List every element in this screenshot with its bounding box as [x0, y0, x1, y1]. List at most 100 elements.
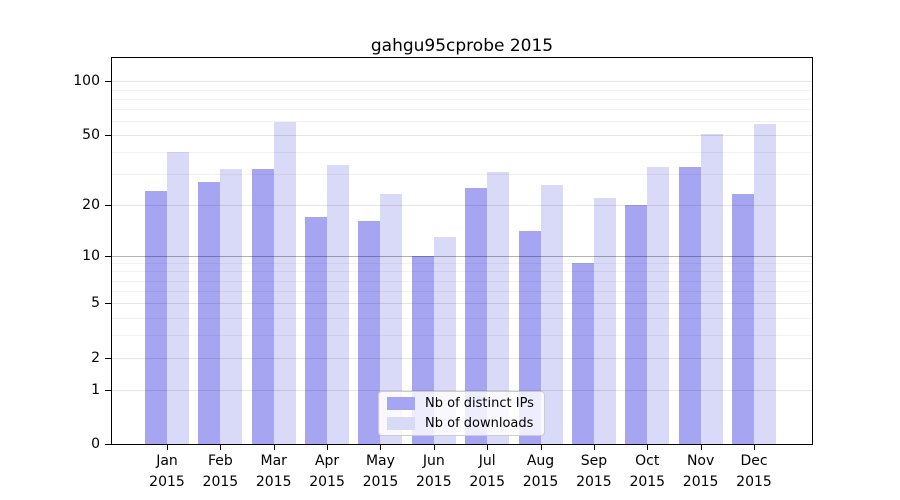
- y-tick: [105, 357, 111, 359]
- y-tick-label: 0: [91, 436, 100, 452]
- gridline-major: [112, 81, 812, 83]
- bar-downloads: [647, 166, 670, 444]
- x-tick-month: May: [365, 453, 395, 469]
- bar-downloads: [327, 164, 350, 444]
- gridline-major: [112, 255, 812, 257]
- y-tick: [105, 135, 111, 137]
- x-tick-month: Mar: [260, 453, 287, 469]
- x-tick-year: 2015: [576, 474, 612, 490]
- bar-downloads: [273, 122, 296, 444]
- x-tick: [167, 445, 168, 450]
- x-tick-label: Dec 2015: [726, 451, 782, 493]
- gridline-minor: [112, 263, 812, 265]
- bar-distinct-ips: [465, 188, 488, 444]
- legend-label-downloads: Nb of downloads: [425, 415, 534, 431]
- legend-label-distinct-ips: Nb of distinct IPs: [425, 396, 534, 412]
- bar-distinct-ips: [678, 166, 701, 444]
- x-tick-year: 2015: [629, 474, 666, 490]
- gridline-minor: [112, 280, 812, 282]
- bar-downloads: [700, 133, 723, 444]
- x-tick-month: Apr: [314, 453, 340, 469]
- x-tick-year: 2015: [415, 474, 452, 490]
- bar-distinct-ips: [571, 263, 594, 444]
- legend: Nb of distinct IPs Nb of downloads: [378, 391, 545, 436]
- gridline-major: [112, 389, 812, 391]
- x-tick-label: Jan 2015: [139, 451, 195, 493]
- legend-entry-distinct-ips: Nb of distinct IPs: [387, 394, 536, 414]
- x-tick-year: 2015: [522, 474, 559, 490]
- x-tick: [593, 445, 595, 450]
- bar-distinct-ips: [732, 194, 754, 444]
- x-tick-label: Sep 2015: [566, 451, 622, 493]
- legend-entry-downloads: Nb of downloads: [387, 414, 536, 434]
- gridline-minor: [112, 335, 812, 337]
- y-tick: [105, 81, 111, 83]
- x-tick-year: 2015: [202, 474, 239, 490]
- x-tick-label: Oct 2015: [619, 451, 675, 493]
- bar-downloads: [380, 194, 403, 444]
- bar-downloads: [220, 169, 243, 444]
- y-tick-label: 2: [91, 349, 100, 366]
- x-tick-year: 2015: [469, 474, 505, 490]
- gridline-major: [112, 135, 812, 137]
- x-tick-month: Sep: [580, 453, 608, 469]
- plot-area: [111, 57, 813, 445]
- y-tick-label: 100: [73, 73, 100, 90]
- gridline-minor: [112, 98, 812, 100]
- gridline-minor: [112, 317, 812, 319]
- bar-distinct-ips: [145, 191, 167, 444]
- x-tick: [433, 445, 435, 450]
- bar-downloads: [754, 123, 776, 444]
- x-tick-month: Feb: [207, 453, 233, 469]
- y-tick-label: 10: [82, 247, 100, 264]
- x-tick: [220, 445, 222, 450]
- gridline-minor: [112, 271, 812, 273]
- x-tick-label: Aug 2015: [513, 451, 569, 493]
- bar-downloads: [540, 185, 563, 444]
- x-tick: [487, 445, 489, 450]
- x-tick-year: 2015: [309, 474, 345, 490]
- y-tick-label: 20: [82, 196, 100, 213]
- y-tick: [105, 303, 111, 305]
- x-tick-year: 2015: [362, 474, 399, 490]
- x-tick: [327, 445, 329, 450]
- y-tick-label: 1: [91, 381, 100, 398]
- x-tick-year: 2015: [255, 474, 292, 490]
- legend-swatch-downloads: [387, 416, 415, 430]
- x-tick-month: Jul: [478, 453, 496, 469]
- gridline-minor: [112, 291, 812, 293]
- x-tick-label: May 2015: [352, 451, 408, 493]
- x-tick: [754, 445, 755, 450]
- bar-distinct-ips: [358, 221, 381, 444]
- x-tick: [647, 445, 649, 450]
- y-tick: [105, 204, 111, 206]
- x-tick-year: 2015: [682, 474, 719, 490]
- gridline-minor: [112, 121, 812, 122]
- gridline-minor: [112, 174, 812, 176]
- gridline-major: [112, 303, 812, 305]
- x-tick-year: 2015: [149, 474, 185, 490]
- x-tick-month: Nov: [686, 453, 715, 469]
- x-tick-month: Oct: [635, 453, 660, 469]
- gridline-major: [112, 204, 812, 206]
- bar-distinct-ips: [198, 182, 221, 444]
- y-tick-label: 50: [82, 127, 100, 144]
- y-tick: [105, 389, 111, 391]
- legend-swatch-distinct-ips: [387, 397, 415, 411]
- x-tick: [273, 445, 275, 450]
- bar-distinct-ips: [251, 169, 274, 444]
- x-tick: [540, 445, 542, 450]
- bar-distinct-ips: [625, 204, 648, 444]
- x-tick-label: Feb 2015: [192, 451, 248, 493]
- x-tick-month: Jan: [156, 453, 178, 469]
- gridline-major: [112, 357, 812, 359]
- y-tick: [105, 444, 111, 445]
- bar-downloads: [167, 152, 189, 444]
- chart-title: gahgu95cprobe 2015: [370, 36, 554, 56]
- x-tick-label: Mar 2015: [246, 451, 302, 493]
- gridline-minor: [112, 109, 812, 111]
- y-tick-label: 5: [91, 295, 100, 312]
- x-tick-label: Jun 2015: [406, 451, 462, 493]
- x-tick-month: Aug: [526, 453, 555, 469]
